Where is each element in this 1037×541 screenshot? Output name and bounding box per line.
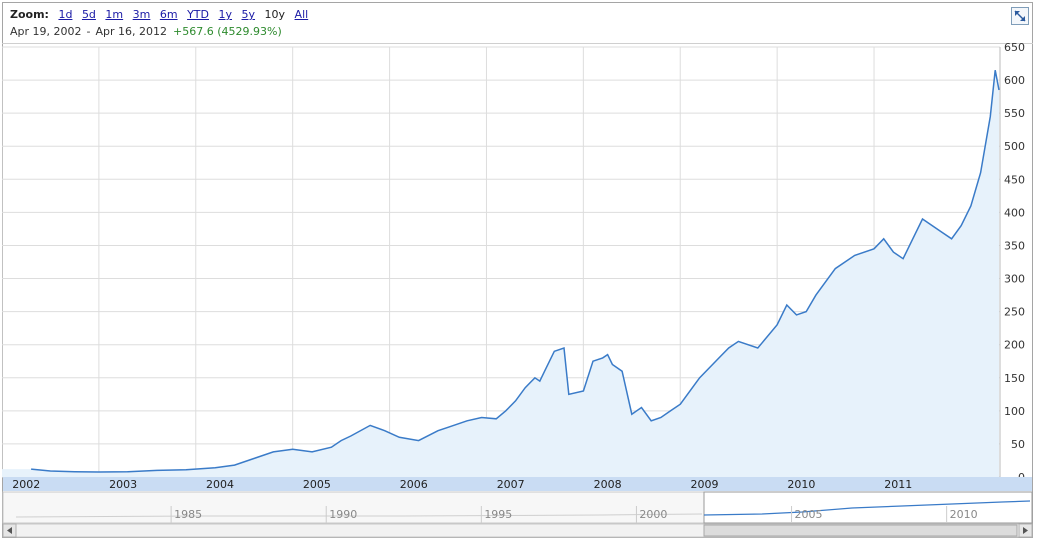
x-tick-label: 2008: [594, 478, 622, 491]
zoom-6m-link[interactable]: 6m: [159, 8, 178, 21]
y-tick-label: 300: [1004, 273, 1025, 286]
navigator-labels: 1985 1990 1995 2000 2005 2010: [170, 506, 978, 523]
range-separator: -: [86, 25, 91, 38]
zoom-1d-link[interactable]: 1d: [58, 8, 73, 21]
y-tick-label: 200: [1004, 339, 1025, 352]
zoom-controls: Zoom: 1d 5d 1m 3m 6m YTD 1y 5y 10y All: [10, 8, 314, 21]
price-change: +567.6 (4529.93%): [173, 25, 282, 38]
x-tick-label: 2003: [109, 478, 137, 491]
x-tick-label: 2004: [206, 478, 234, 491]
navigator-selection-line: [703, 500, 1031, 516]
y-tick-label: 250: [1004, 306, 1025, 319]
x-tick-label: 2009: [690, 478, 718, 491]
zoom-label: Zoom:: [10, 8, 49, 21]
zoom-5d-link[interactable]: 5d: [81, 8, 96, 21]
x-tick-label: 2005: [303, 478, 331, 491]
x-tick-label: 2010: [787, 478, 815, 491]
y-tick-label: 500: [1004, 140, 1025, 153]
y-tick-label: 600: [1004, 74, 1025, 87]
x-tick-label: 2006: [400, 478, 428, 491]
zoom-ytd-link[interactable]: YTD: [187, 8, 209, 21]
navigator-year-label: 2005: [795, 508, 823, 521]
zoom-all-link[interactable]: All: [294, 8, 309, 21]
navigator-year-label: 1990: [329, 508, 357, 521]
arrow-right-icon: [1023, 527, 1028, 534]
range-start: Apr 19, 2002: [10, 25, 82, 38]
y-tick-label: 650: [1004, 41, 1025, 54]
expand-button[interactable]: [1011, 7, 1029, 25]
price-line: [31, 70, 1000, 473]
zoom-10y-active: 10y: [264, 8, 286, 21]
expand-arrows-icon: [1014, 10, 1026, 22]
navigator-year-label: 1985: [174, 508, 202, 521]
zoom-1y-link[interactable]: 1y: [218, 8, 233, 21]
x-tick-label: 2011: [884, 478, 912, 491]
y-tick-label: 50: [1011, 438, 1025, 451]
y-axis-labels: 050100150200250300350400450500550600650: [1004, 41, 1025, 484]
y-tick-label: 100: [1004, 405, 1025, 418]
zoom-3m-link[interactable]: 3m: [132, 8, 151, 21]
x-axis-labels: 2002 2003 2004 2005 2006 2007 2008 2009 2010 2011: [12, 478, 912, 491]
y-tick-label: 150: [1004, 372, 1025, 385]
zoom-1m-link[interactable]: 1m: [105, 8, 124, 21]
x-tick-label: 2007: [497, 478, 525, 491]
y-tick-label: 400: [1004, 206, 1025, 219]
header-divider: [2, 43, 1033, 44]
date-range: Apr 19, 2002- Apr 16, 2012 +567.6 (4529.93…: [10, 25, 282, 38]
navigator-year-label: 1995: [484, 508, 512, 521]
scrollbar[interactable]: [2, 523, 1033, 538]
scrollbar-thumb[interactable]: [703, 524, 1018, 537]
x-tick-label: 2002: [12, 478, 40, 491]
navigator-year-label: 2000: [639, 508, 667, 521]
y-tick-label: 550: [1004, 107, 1025, 120]
arrow-left-icon: [7, 527, 12, 534]
range-end: Apr 16, 2012: [95, 25, 168, 38]
navigator-history-line: [15, 513, 703, 518]
navigator-year-label: 2010: [950, 508, 978, 521]
navigator[interactable]: 1985 1990 1995 2000 2005 2010: [2, 491, 1033, 524]
zoom-5y-link[interactable]: 5y: [241, 8, 256, 21]
y-tick-label: 350: [1004, 239, 1025, 252]
price-area-fill: [2, 70, 999, 477]
y-tick-label: 450: [1004, 173, 1025, 186]
x-axis-band: [3, 477, 1032, 491]
